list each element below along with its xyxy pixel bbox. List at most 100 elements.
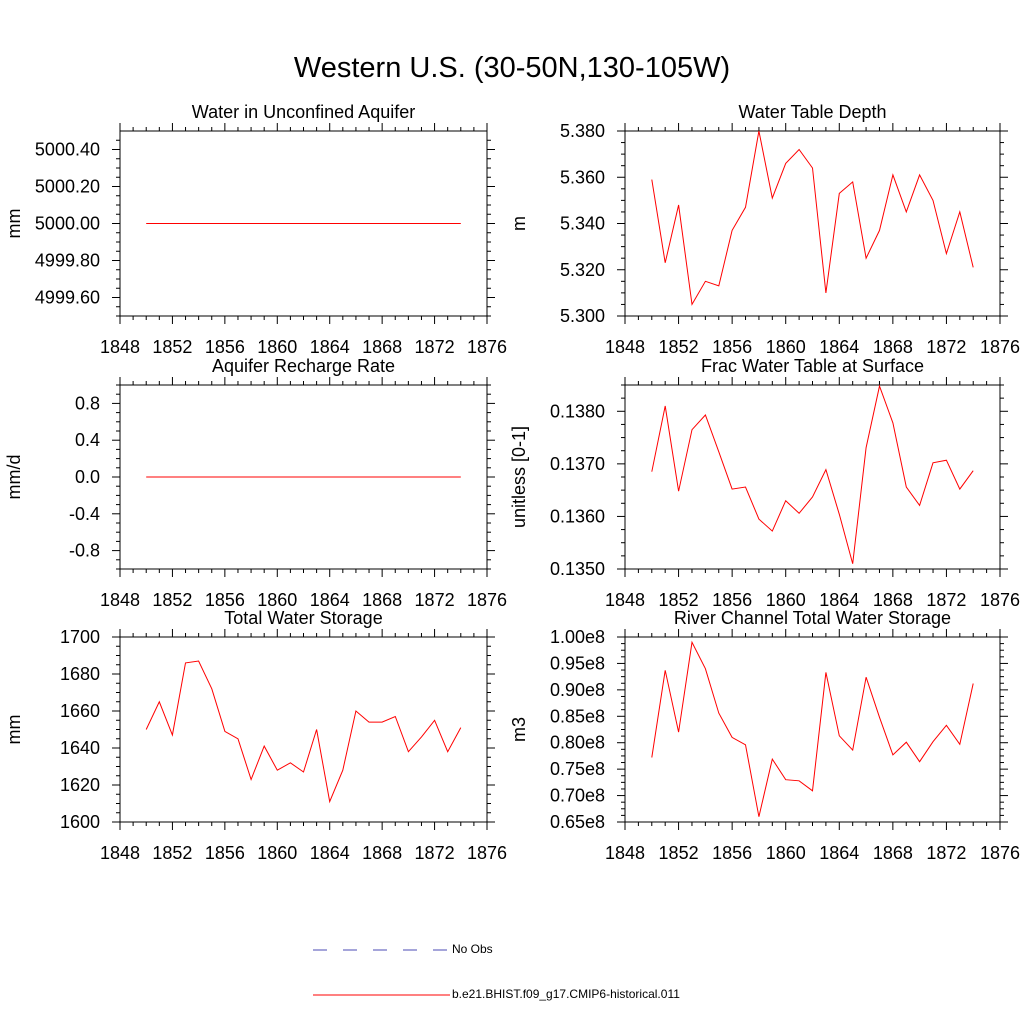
chart-title: River Channel Total Water Storage — [674, 608, 951, 628]
x-tick-label: 1864 — [310, 337, 350, 357]
x-tick-label: 1848 — [100, 590, 140, 610]
y-axis-label: m — [509, 216, 529, 231]
x-tick-label: 1848 — [100, 843, 140, 863]
chart-panel-5: Total Water Storage mm 1848 1852 1856 1860 186… — [4, 608, 507, 863]
x-tick-label: 1860 — [257, 843, 297, 863]
x-tick-label: 1848 — [100, 337, 140, 357]
x-tick-label: 1852 — [659, 843, 699, 863]
y-tick-label: 1.00e8 — [550, 627, 605, 647]
y-tick-label: 1640 — [60, 738, 100, 758]
y-axis-label: mm — [4, 209, 24, 239]
series-line — [145, 660, 462, 804]
y-tick-label: 1600 — [60, 812, 100, 832]
y-tick-label: 0.95e8 — [550, 653, 605, 673]
y-tick-label: 5.380 — [560, 121, 605, 141]
x-tick-label: 1868 — [873, 590, 913, 610]
x-tick-label: 1876 — [467, 590, 507, 610]
chart-panel-1: Water in Unconfined Aquifer mm 1848 1852 185… — [4, 102, 507, 357]
y-axis-label: mm/d — [4, 455, 24, 500]
y-tick-label: 1680 — [60, 664, 100, 684]
x-tick-label: 1864 — [819, 337, 859, 357]
chart-panel-2: Water Table Depth m 1848 1852 1856 1860 1864 18… — [509, 102, 1020, 357]
x-tick-label: 1872 — [926, 843, 966, 863]
page-title: Western U.S. (30-50N,130-105W) — [293, 52, 731, 84]
y-tick-label: 0.65e8 — [550, 812, 605, 832]
x-tick-label: 1872 — [415, 337, 455, 357]
y-tick-label: 0.8 — [75, 393, 100, 413]
x-tick-label: 1856 — [205, 590, 245, 610]
y-tick-label: 5.360 — [560, 167, 605, 187]
x-tick-label: 1868 — [362, 337, 402, 357]
x-tick-label: 1876 — [467, 337, 507, 357]
x-tick-label: 1876 — [467, 843, 507, 863]
y-tick-label: 1660 — [60, 701, 100, 721]
x-tick-label: 1852 — [659, 337, 699, 357]
x-tick-label: 1868 — [873, 337, 913, 357]
y-tick-label: 0.75e8 — [550, 759, 605, 779]
x-tick-label: 1852 — [152, 337, 192, 357]
y-tick-label: 0.90e8 — [550, 680, 605, 700]
x-tick-label: 1860 — [766, 843, 806, 863]
y-axis-label: m3 — [509, 717, 529, 742]
y-tick-label: 0.1370 — [550, 454, 605, 474]
series-line — [651, 130, 974, 306]
x-tick-label: 1872 — [415, 843, 455, 863]
x-tick-label: 1876 — [980, 843, 1020, 863]
y-tick-label: 0.80e8 — [550, 733, 605, 753]
y-tick-label: 1700 — [60, 627, 100, 647]
x-tick-label: 1872 — [926, 337, 966, 357]
x-tick-label: 1868 — [873, 843, 913, 863]
chart-panel-6: River Channel Total Water Storage m3 1848 1… — [509, 608, 1020, 863]
x-tick-label: 1872 — [415, 590, 455, 610]
x-tick-label: 1864 — [819, 843, 859, 863]
y-tick-label: 5.320 — [560, 260, 605, 280]
x-tick-label: 1856 — [712, 843, 752, 863]
y-tick-label: 5000.20 — [35, 177, 100, 197]
y-tick-label: -0.8 — [69, 541, 100, 561]
chart-title: Aquifer Recharge Rate — [212, 356, 395, 376]
x-tick-label: 1860 — [766, 590, 806, 610]
x-tick-label: 1864 — [310, 590, 350, 610]
x-tick-label: 1868 — [362, 590, 402, 610]
chart-title: Total Water Storage — [224, 608, 382, 628]
chart-title: Water in Unconfined Aquifer — [192, 102, 415, 122]
series-line — [651, 384, 974, 564]
y-tick-label: -0.4 — [69, 504, 100, 524]
x-tick-label: 1848 — [605, 843, 645, 863]
x-tick-label: 1856 — [205, 843, 245, 863]
y-axis-label: unitless [0-1] — [509, 426, 529, 528]
y-tick-label: 0.70e8 — [550, 786, 605, 806]
x-tick-label: 1848 — [605, 337, 645, 357]
y-axis-label: mm — [4, 715, 24, 745]
x-tick-label: 1856 — [712, 590, 752, 610]
series-line — [651, 640, 974, 817]
x-tick-label: 1852 — [659, 590, 699, 610]
chart-title: Frac Water Table at Surface — [701, 356, 924, 376]
x-tick-label: 1856 — [712, 337, 752, 357]
y-tick-label: 0.0 — [75, 467, 100, 487]
chart-panel-4: Frac Water Table at Surface unitless [0-1… — [509, 356, 1020, 610]
x-tick-label: 1852 — [152, 590, 192, 610]
x-tick-label: 1860 — [257, 590, 297, 610]
x-tick-label: 1872 — [926, 590, 966, 610]
x-tick-label: 1876 — [980, 337, 1020, 357]
x-tick-label: 1860 — [766, 337, 806, 357]
legend-no-obs-label: No Obs — [452, 942, 493, 956]
y-tick-label: 5.340 — [560, 214, 605, 234]
y-tick-label: 0.1380 — [550, 401, 605, 421]
chart-panel-3: Aquifer Recharge Rate mm/d 1848 1852 1856 186… — [4, 356, 507, 610]
y-tick-label: 0.1350 — [550, 559, 605, 579]
x-tick-label: 1860 — [257, 337, 297, 357]
y-tick-label: 0.1360 — [550, 506, 605, 526]
chart-title: Water Table Depth — [738, 102, 886, 122]
x-tick-label: 1864 — [310, 843, 350, 863]
y-tick-label: 5000.00 — [35, 214, 100, 234]
plot-frame — [624, 636, 1001, 823]
x-tick-label: 1876 — [980, 590, 1020, 610]
y-tick-label: 0.85e8 — [550, 706, 605, 726]
x-tick-label: 1868 — [362, 843, 402, 863]
plot-frame — [119, 636, 488, 823]
y-tick-label: 4999.80 — [35, 251, 100, 271]
x-tick-label: 1864 — [819, 590, 859, 610]
